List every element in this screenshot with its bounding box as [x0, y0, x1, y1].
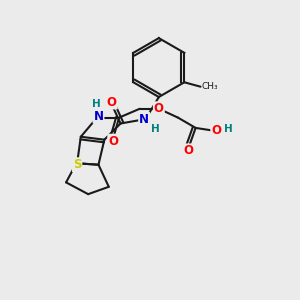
Text: O: O: [183, 144, 193, 158]
Text: O: O: [154, 102, 164, 115]
Text: O: O: [107, 95, 117, 109]
Text: O: O: [108, 135, 118, 148]
Text: N: N: [139, 112, 149, 126]
Text: O: O: [211, 124, 221, 137]
Text: S: S: [73, 158, 81, 171]
Text: H: H: [224, 124, 232, 134]
Text: H: H: [92, 99, 100, 109]
Text: CH₃: CH₃: [202, 82, 219, 91]
Text: N: N: [94, 110, 103, 123]
Text: H: H: [151, 124, 160, 134]
